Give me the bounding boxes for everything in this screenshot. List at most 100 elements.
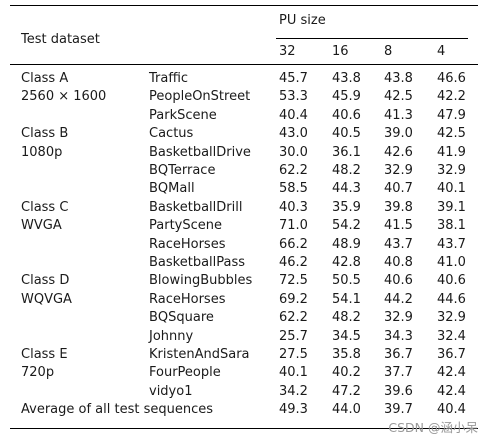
value-cell: 40.6 xyxy=(384,273,413,289)
header-pu-size: PU size xyxy=(279,13,326,28)
value-cell: 71.0 xyxy=(279,218,308,234)
value-cell: 27.5 xyxy=(279,347,308,362)
value-cell: 42.4 xyxy=(437,365,466,381)
value-cell: 42.2 xyxy=(437,89,466,105)
class-name: Class E xyxy=(21,347,68,362)
value-cell: 42.5 xyxy=(384,89,413,105)
watermark: CSDN @涵小呆 xyxy=(388,420,478,435)
value-cell: 37.7 xyxy=(384,365,413,381)
value-cell: 66.2 xyxy=(279,236,308,252)
pu-size-underline xyxy=(276,38,468,39)
value-cell: 46.6 xyxy=(437,71,466,86)
class-name: Class A xyxy=(21,71,69,86)
value-cell: 53.3 xyxy=(279,89,308,105)
value-cell: 46.2 xyxy=(279,255,308,270)
value-cell: 45.9 xyxy=(332,89,361,105)
class-name: Class C xyxy=(21,199,69,215)
sequence-name: BasketballDrive xyxy=(149,144,251,160)
value-cell: 40.6 xyxy=(437,273,466,289)
value-cell: 39.0 xyxy=(384,126,413,142)
header-bottom-rule xyxy=(10,64,478,65)
value-cell: 43.8 xyxy=(384,71,413,86)
average-value: 39.7 xyxy=(384,402,413,418)
value-cell: 54.2 xyxy=(332,218,361,234)
value-cell: 36.7 xyxy=(384,347,413,362)
value-cell: 43.7 xyxy=(384,236,413,252)
value-cell: 48.2 xyxy=(332,163,361,178)
value-cell: 47.9 xyxy=(437,107,466,123)
class-resolution: WQVGA xyxy=(21,291,72,307)
header-pu-column: 8 xyxy=(384,44,393,59)
class-resolution: WVGA xyxy=(21,218,62,234)
value-cell: 35.9 xyxy=(332,199,361,215)
value-cell: 72.5 xyxy=(279,273,308,289)
value-cell: 32.9 xyxy=(437,310,466,326)
class-name: Class D xyxy=(21,273,70,289)
header-pu-column: 32 xyxy=(279,44,296,59)
value-cell: 50.5 xyxy=(332,273,361,289)
value-cell: 36.7 xyxy=(437,347,466,362)
value-cell: 35.8 xyxy=(332,347,361,362)
table-bottom-rule xyxy=(10,428,478,429)
sequence-name: PartyScene xyxy=(149,218,222,234)
sequence-name: BasketballPass xyxy=(149,255,246,270)
sequence-name: Cactus xyxy=(149,126,194,142)
value-cell: 39.6 xyxy=(384,383,413,399)
value-cell: 42.4 xyxy=(437,383,466,399)
sequence-name: BlowingBubbles xyxy=(149,273,253,289)
sequence-name: RaceHorses xyxy=(149,291,226,307)
value-cell: 69.2 xyxy=(279,291,308,307)
value-cell: 43.8 xyxy=(332,71,361,86)
value-cell: 32.9 xyxy=(384,310,413,326)
value-cell: 34.2 xyxy=(279,383,308,399)
value-cell: 30.0 xyxy=(279,144,308,160)
sequence-name: ParkScene xyxy=(149,107,217,123)
average-label: Average of all test sequences xyxy=(21,402,214,418)
sequence-name: FourPeople xyxy=(149,365,221,381)
header-pu-column: 16 xyxy=(332,44,349,59)
value-cell: 58.5 xyxy=(279,181,308,197)
value-cell: 43.0 xyxy=(279,126,308,142)
value-cell: 54.1 xyxy=(332,291,361,307)
value-cell: 41.5 xyxy=(384,218,413,234)
value-cell: 34.5 xyxy=(332,328,361,344)
value-cell: 40.7 xyxy=(384,181,413,197)
value-cell: 62.2 xyxy=(279,310,308,326)
class-resolution: 2560 × 1600 xyxy=(21,89,107,105)
sequence-name: Johnny xyxy=(149,328,194,344)
header-test-dataset: Test dataset xyxy=(21,32,100,47)
value-cell: 39.8 xyxy=(384,199,413,215)
value-cell: 48.9 xyxy=(332,236,361,252)
sequence-name: BQSquare xyxy=(149,310,214,326)
value-cell: 43.7 xyxy=(437,236,466,252)
value-cell: 40.6 xyxy=(332,107,361,123)
class-resolution: 1080p xyxy=(21,144,63,160)
value-cell: 25.7 xyxy=(279,328,308,344)
value-cell: 40.1 xyxy=(437,181,466,197)
value-cell: 62.2 xyxy=(279,163,308,178)
value-cell: 44.6 xyxy=(437,291,466,307)
class-resolution: 720p xyxy=(21,365,55,381)
sequence-name: BQMall xyxy=(149,181,195,197)
sequence-name: BQTerrace xyxy=(149,163,216,178)
sequence-name: RaceHorses xyxy=(149,236,226,252)
value-cell: 44.3 xyxy=(332,181,361,197)
value-cell: 40.3 xyxy=(279,199,308,215)
value-cell: 42.5 xyxy=(437,126,466,142)
value-cell: 36.1 xyxy=(332,144,361,160)
value-cell: 34.3 xyxy=(384,328,413,344)
value-cell: 39.1 xyxy=(437,199,466,215)
value-cell: 38.1 xyxy=(437,218,466,234)
average-value: 40.4 xyxy=(437,402,466,418)
value-cell: 47.2 xyxy=(332,383,361,399)
sequence-name: vidyo1 xyxy=(149,383,193,399)
value-cell: 40.5 xyxy=(332,126,361,142)
value-cell: 42.8 xyxy=(332,255,361,270)
sequence-name: KristenAndSara xyxy=(149,347,250,362)
sequence-name: Traffic xyxy=(149,71,189,86)
value-cell: 40.8 xyxy=(384,255,413,270)
value-cell: 41.3 xyxy=(384,107,413,123)
header-pu-column: 4 xyxy=(437,44,446,59)
value-cell: 32.9 xyxy=(437,163,466,178)
average-value: 44.0 xyxy=(332,402,361,418)
